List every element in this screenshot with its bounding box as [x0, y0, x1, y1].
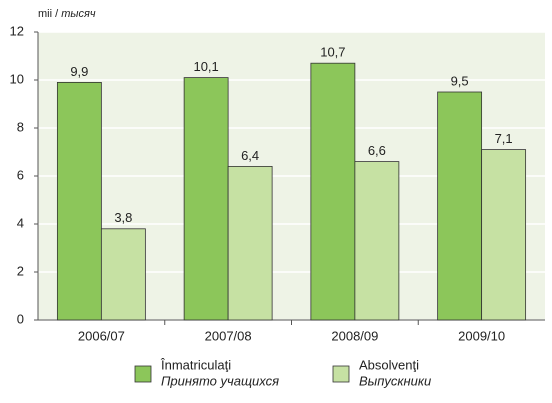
data-label: 10,1	[193, 59, 218, 74]
y-tick-label: 4	[17, 215, 24, 230]
bar	[227, 165, 273, 321]
x-tick-label: 2006/07	[78, 328, 125, 343]
x-tick-label: 2007/08	[205, 328, 252, 343]
y-unit-ru: тысяч	[61, 8, 96, 20]
legend-label: Înmatriculaţi	[160, 357, 231, 372]
bar	[183, 77, 229, 321]
legend-label-ru: Принято учащихся	[161, 373, 279, 388]
bar	[437, 91, 483, 321]
x-tick-label: 2009/10	[458, 328, 505, 343]
y-unit: mii / тысяч	[38, 8, 96, 20]
bar	[56, 82, 102, 321]
legend-label: Absolvenţi	[359, 357, 419, 372]
y-unit-ro: mii /	[38, 8, 59, 20]
legend-swatch	[134, 365, 152, 383]
bar	[310, 62, 356, 321]
x-tick-label: 2008/09	[331, 328, 378, 343]
bar	[481, 149, 527, 321]
legend-label-ru: Выпускники	[359, 373, 431, 388]
bar	[100, 228, 146, 321]
data-label: 10,7	[320, 45, 345, 60]
y-tick-label: 12	[10, 23, 24, 38]
y-tick-label: 8	[17, 119, 24, 134]
y-tick-label: 0	[17, 311, 24, 326]
legend-swatch	[332, 365, 350, 383]
data-label: 6,6	[368, 143, 386, 158]
data-label: 9,5	[451, 73, 469, 88]
bar	[354, 161, 400, 321]
y-tick-label: 2	[17, 263, 24, 278]
data-label: 7,1	[495, 131, 513, 146]
data-label: 6,4	[241, 148, 259, 163]
data-label: 3,8	[114, 210, 132, 225]
y-tick-label: 10	[10, 71, 24, 86]
y-tick-label: 6	[17, 167, 24, 182]
data-label: 9,9	[70, 64, 88, 79]
